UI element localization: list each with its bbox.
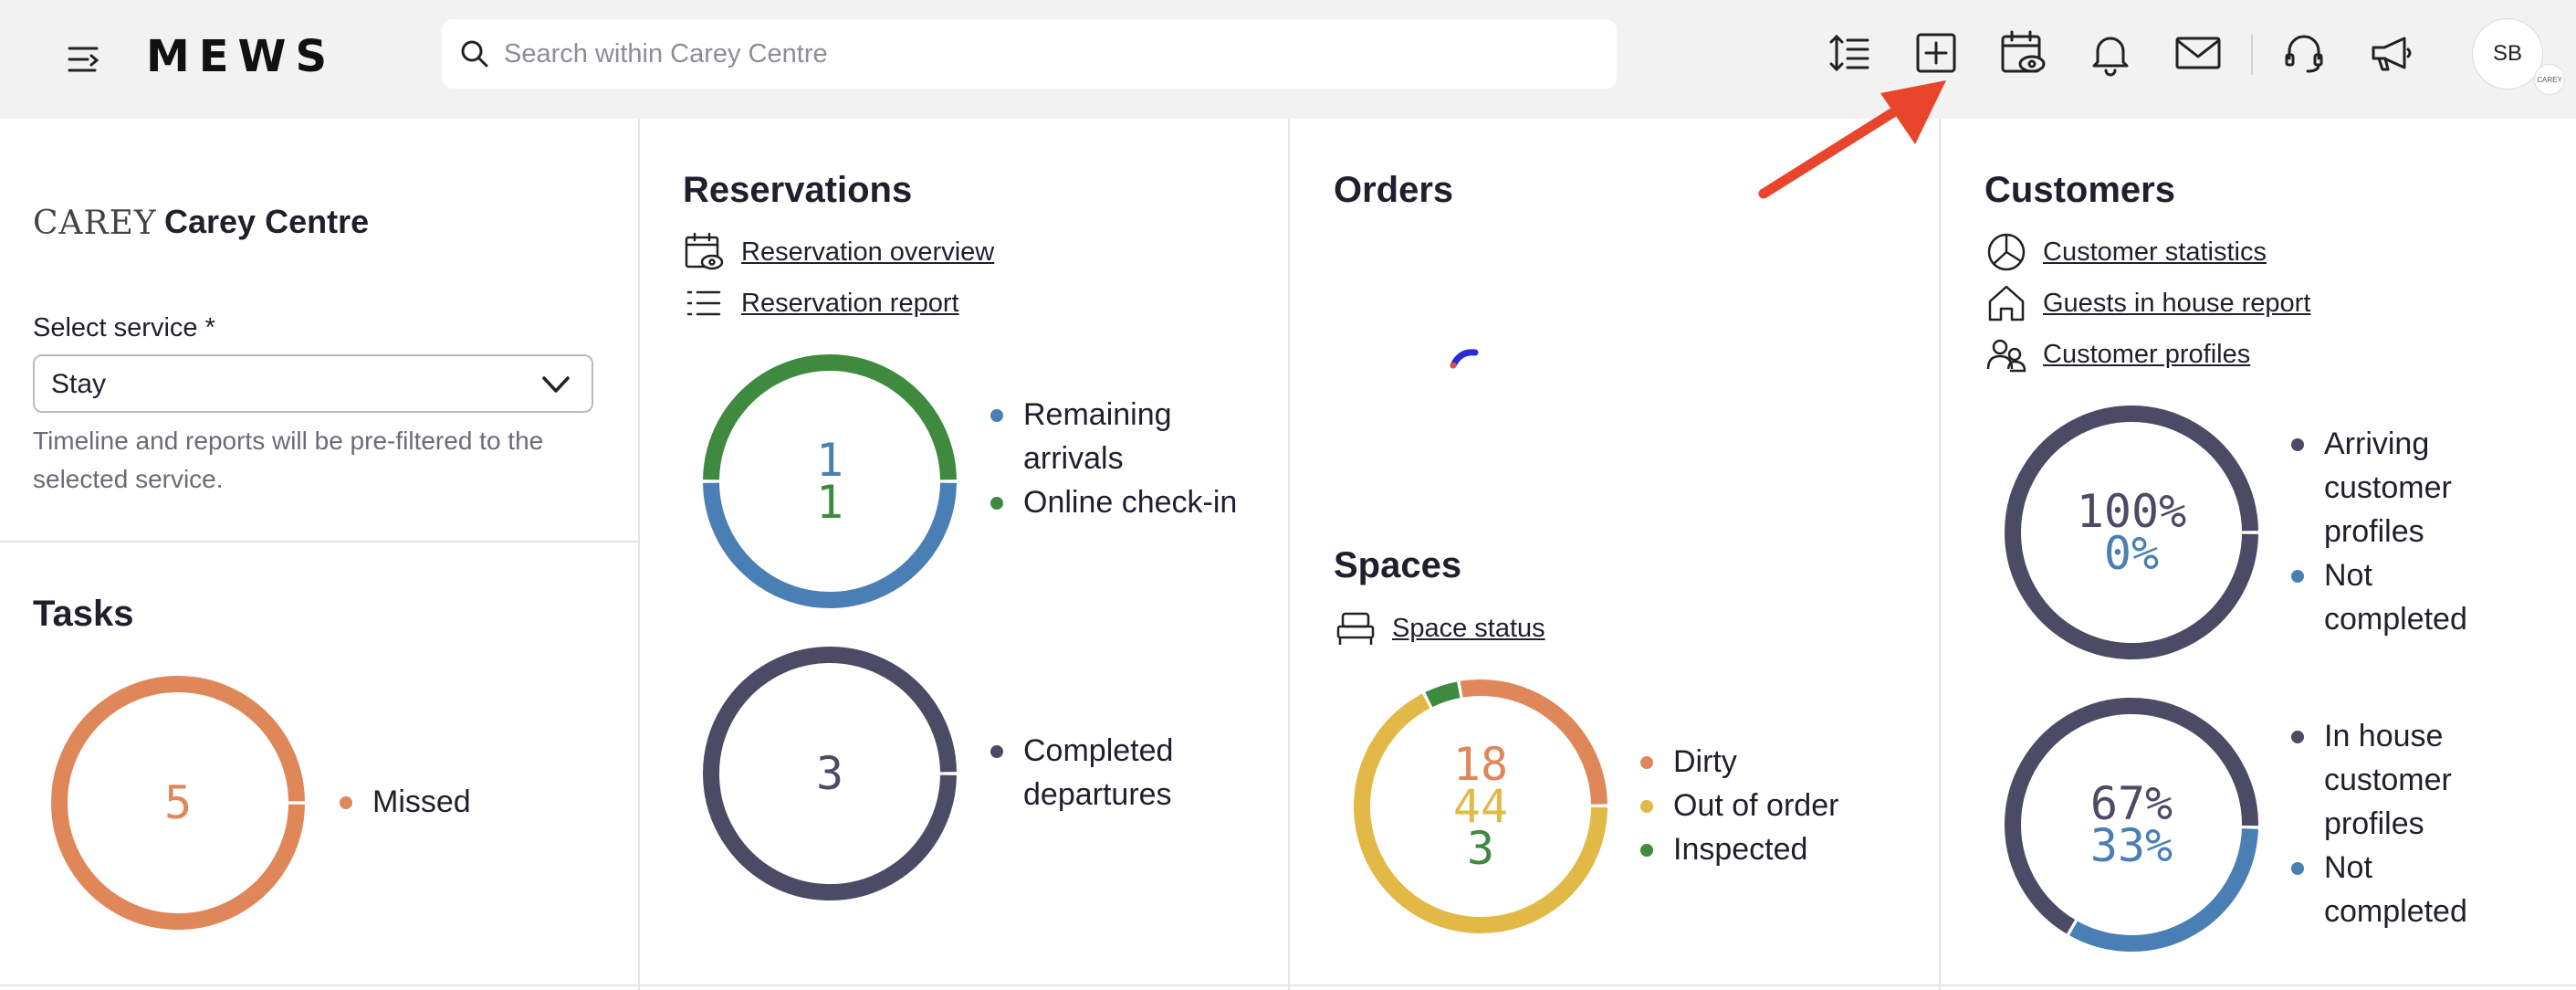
donut-segment[interactable]	[1354, 693, 1607, 933]
service-label: Select service *	[33, 313, 215, 342]
donut-segment[interactable]	[703, 482, 957, 608]
customer-statistics-link[interactable]: Customer statistics	[1984, 230, 2267, 274]
arriving-profiles-legend: Arriving customer profiles Not completed	[2291, 422, 2492, 641]
customer-statistics-link-text[interactable]: Customer statistics	[2043, 237, 2267, 267]
arriving-profiles-donut[interactable]: 100% 0%	[2003, 404, 2260, 661]
reservation-overview-link-text[interactable]: Reservation overview	[741, 237, 995, 267]
home-icon	[1988, 285, 2025, 321]
legend-item: Completed departures	[990, 729, 1228, 816]
donut-segment[interactable]	[51, 676, 305, 930]
donut-segment[interactable]	[1460, 679, 1607, 805]
bell-icon[interactable]	[2085, 27, 2136, 79]
bed-icon	[1336, 612, 1375, 645]
property-logo: CAREY	[33, 205, 157, 242]
donut-segment[interactable]	[2005, 405, 2258, 659]
in-house-profiles-legend: In house customer profiles Not completed	[2291, 714, 2492, 933]
space-status-link[interactable]: Space status	[1334, 606, 1545, 650]
spaces-donut[interactable]: 18 44 3	[1352, 678, 1609, 935]
guests-in-house-link[interactable]: Guests in house report	[1984, 281, 2310, 325]
legend-item: Not completed	[2291, 553, 2492, 641]
legend-item: Online check-in	[990, 480, 1255, 524]
property-badge: CAREY	[2534, 64, 2565, 95]
avatar[interactable]: SB	[2472, 18, 2543, 90]
tasks-count: 5	[163, 776, 193, 829]
legend-item: In house customer profiles	[2291, 714, 2492, 846]
customer-profiles-link-text[interactable]: Customer profiles	[2043, 339, 2251, 369]
calendar-eye-icon	[685, 232, 724, 270]
legend-item: Out of order	[1640, 784, 1838, 827]
donut-segment[interactable]	[2069, 828, 2258, 952]
arriving-profiles-value: 100%	[2076, 485, 2187, 538]
list-icon	[686, 290, 721, 316]
users-icon	[1986, 339, 2026, 373]
donut-segment[interactable]	[1425, 681, 1461, 708]
in-house-not-completed-value: 33%	[2089, 819, 2173, 872]
online-checkin-value: 1	[815, 476, 844, 529]
reservations-title: Reservations	[683, 170, 913, 210]
legend-item: Not completed	[2291, 846, 2492, 933]
customer-profiles-link[interactable]: Customer profiles	[1984, 332, 2250, 376]
pie-chart-icon	[1987, 233, 2026, 271]
toolbar-divider	[2251, 35, 2253, 75]
reservations-arrivals-legend: Remaining arrivals Online check-in	[990, 393, 1255, 524]
mail-icon[interactable]	[2173, 27, 2224, 79]
dirty-value: 18	[1452, 738, 1509, 791]
legend-item: Remaining arrivals	[990, 393, 1255, 480]
calendar-eye-icon[interactable]	[1997, 27, 2048, 79]
megaphone-icon[interactable]	[2366, 27, 2417, 79]
mews-logo[interactable]: MEWS	[146, 31, 337, 82]
completed-departures-value: 3	[815, 747, 844, 800]
search-icon	[461, 40, 488, 68]
reservation-report-link[interactable]: Reservation report	[683, 281, 959, 325]
reservations-departures-legend: Completed departures	[990, 729, 1228, 816]
inspected-value: 3	[1466, 822, 1495, 875]
spaces-title: Spaces	[1334, 545, 1462, 585]
tasks-title: Tasks	[33, 594, 134, 634]
service-select[interactable]: Stay	[33, 354, 593, 413]
reservation-overview-link[interactable]: Reservation overview	[683, 230, 994, 274]
donut-segment[interactable]	[703, 647, 957, 900]
bottom-divider	[0, 985, 2576, 986]
tasks-donut[interactable]: 5	[49, 674, 307, 932]
service-select-value: Stay	[51, 369, 107, 399]
column-divider	[1939, 119, 1941, 990]
arriving-not-completed-value: 0%	[2103, 527, 2160, 580]
out-of-order-value: 44	[1452, 780, 1509, 833]
column-divider	[638, 119, 640, 990]
donut-segment[interactable]	[703, 354, 957, 480]
reservation-report-link-text[interactable]: Reservation report	[741, 288, 959, 318]
search-input[interactable]	[504, 19, 1590, 89]
menu-icon[interactable]	[60, 35, 110, 84]
top-bar: MEWS SB CAREY	[0, 0, 2576, 119]
orders-title: Orders	[1334, 170, 1454, 210]
in-house-profiles-donut[interactable]: 67% 33%	[2003, 696, 2260, 953]
in-house-profiles-value: 67%	[2089, 777, 2173, 830]
property-name: Carey Centre	[164, 203, 370, 240]
legend-item: Missed	[340, 780, 471, 824]
remaining-arrivals-value: 1	[815, 434, 844, 487]
row-height-icon[interactable]	[1824, 27, 1875, 79]
guests-in-house-link-text[interactable]: Guests in house report	[2043, 288, 2311, 318]
donut-segment[interactable]	[2005, 698, 2258, 934]
customers-title: Customers	[1984, 170, 2175, 210]
reservations-departures-donut[interactable]: 3	[701, 645, 958, 902]
legend-item: Inspected	[1640, 827, 1838, 871]
plus-square-icon[interactable]	[1911, 27, 1962, 79]
chevron-down-icon	[542, 376, 570, 393]
legend-item: Arriving customer profiles	[2291, 422, 2492, 553]
column-divider	[1288, 119, 1290, 990]
legend-item: Dirty	[1640, 740, 1838, 784]
headset-icon[interactable]	[2278, 27, 2330, 79]
loading-spinner-icon	[1450, 349, 1479, 369]
search-bar[interactable]	[442, 19, 1617, 89]
reservations-arrivals-donut[interactable]: 1 1	[701, 353, 958, 610]
service-helper-text: Timeline and reports will be pre-filtere…	[33, 427, 544, 493]
row-divider	[0, 541, 638, 542]
space-status-link-text[interactable]: Space status	[1392, 613, 1545, 643]
spaces-legend: Dirty Out of order Inspected	[1640, 740, 1838, 871]
tasks-legend: Missed	[340, 780, 471, 824]
